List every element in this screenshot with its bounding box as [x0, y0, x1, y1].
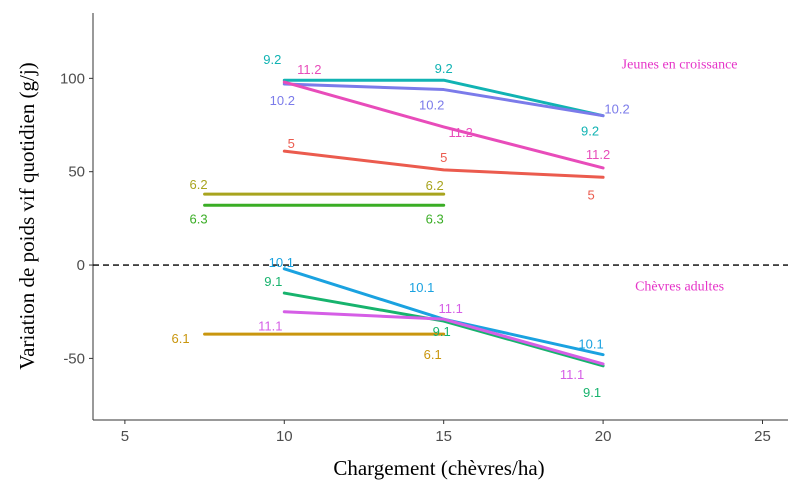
group-annotation-label: Chèvres adultes: [635, 280, 724, 295]
group-annotation-label: Jeunes en croissance: [622, 57, 738, 72]
point-label-11.1: 11.1: [439, 301, 463, 316]
point-label-6.1: 6.1: [424, 347, 442, 362]
y-tick-label: 100: [60, 70, 85, 87]
point-label-5: 5: [440, 150, 447, 165]
point-label-9.2: 9.2: [581, 124, 599, 139]
series-line-11.1: [282, 310, 605, 366]
y-tick-label: -50: [63, 350, 85, 367]
point-label-6.3: 6.3: [190, 211, 208, 226]
series-line-11.2: [282, 80, 605, 170]
point-label-9.2: 9.2: [435, 61, 453, 76]
point-label-10.1: 10.1: [409, 280, 434, 295]
point-label-6.2: 6.2: [190, 177, 208, 192]
y-tick-label: 50: [68, 164, 85, 181]
x-axis-title: Chargement (chèvres/ha): [333, 456, 544, 480]
point-label-11.1: 11.1: [258, 319, 282, 334]
x-tick-label: 20: [595, 428, 612, 445]
point-label-10.2: 10.2: [419, 98, 444, 113]
point-label-9.1: 9.1: [264, 274, 282, 289]
point-label-10.1: 10.1: [269, 255, 294, 270]
point-label-6.2: 6.2: [426, 178, 444, 193]
series-line-9.2: [282, 78, 605, 118]
point-label-10.1: 10.1: [578, 337, 603, 352]
series-line-5: [282, 149, 605, 179]
x-axis-ticks: 5 10 15 20 25: [121, 420, 771, 445]
point-label-11.2: 11.2: [586, 147, 610, 162]
point-label-6.3: 6.3: [426, 211, 444, 226]
series-line-10.2: [282, 82, 605, 118]
point-label-11.1: 11.1: [560, 367, 584, 382]
x-tick-label: 5: [121, 428, 129, 445]
point-label-6.1: 6.1: [172, 331, 190, 346]
x-tick-label: 10: [276, 428, 293, 445]
point-label-9.1: 9.1: [583, 385, 601, 400]
series-lines: [203, 78, 605, 368]
point-label-11.2: 11.2: [449, 125, 473, 140]
x-tick-label: 25: [754, 428, 771, 445]
group-annotations: Jeunes en croissance Chèvres adultes: [622, 57, 738, 294]
point-label-10.2: 10.2: [270, 93, 295, 108]
point-label-11.2: 11.2: [297, 62, 321, 77]
y-axis-title: Variation de poids vif quotidien (g/j): [15, 62, 39, 369]
x-tick-label: 15: [435, 428, 452, 445]
point-label-5: 5: [288, 136, 295, 151]
y-tick-label: 0: [77, 257, 85, 274]
point-label-9.2: 9.2: [263, 52, 281, 67]
point-label-9.1: 9.1: [433, 324, 451, 339]
point-label-5: 5: [587, 187, 594, 202]
y-axis-ticks: -50 0 50 100: [60, 70, 93, 367]
point-label-10.2: 10.2: [604, 102, 629, 117]
series-line-9.1: [282, 291, 605, 368]
